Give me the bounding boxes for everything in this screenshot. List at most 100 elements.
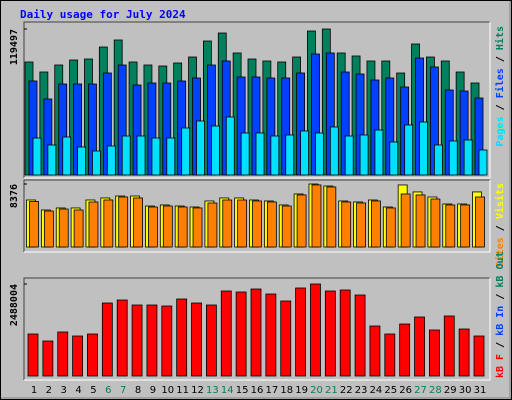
bar: [220, 290, 232, 377]
bar: [166, 137, 176, 176]
bar: [359, 134, 369, 176]
x-tick-label: 24: [370, 385, 383, 396]
bar: [428, 329, 440, 377]
bar: [32, 137, 42, 176]
bar: [196, 120, 205, 176]
bar: [43, 210, 54, 248]
bar: [400, 193, 411, 248]
bar: [106, 145, 116, 176]
legend-separator: /: [495, 225, 506, 231]
bar: [389, 141, 399, 176]
bar: [151, 137, 161, 176]
bar: [181, 127, 191, 176]
x-tick-label: 26: [399, 385, 412, 396]
x-tick-label: 18: [280, 385, 293, 396]
legend-entry: Hits: [494, 26, 506, 50]
bar: [315, 132, 324, 176]
bar: [62, 136, 72, 176]
bar: [133, 197, 143, 248]
bar: [324, 290, 336, 377]
legend-entry: kB In: [495, 306, 506, 336]
y-tick-label: 8376: [9, 184, 20, 208]
x-tick-label: 22: [340, 385, 353, 396]
x-tick-label: 9: [150, 385, 156, 396]
bar: [87, 333, 98, 377]
bar: [281, 205, 292, 248]
x-tick-label: 29: [444, 385, 457, 396]
bar: [57, 331, 69, 377]
legend-separator: /: [495, 294, 506, 300]
panel-bevel: [23, 179, 490, 252]
bar: [29, 201, 39, 248]
x-tick-label: 17: [265, 385, 278, 396]
panel-bevel: [24, 22, 491, 179]
bar: [72, 335, 83, 377]
bar: [404, 124, 414, 176]
legend: kB F / kB In / kB Out: [495, 251, 506, 378]
bar: [463, 139, 473, 176]
bar: [237, 199, 248, 248]
bar: [162, 205, 173, 248]
bar: [136, 135, 146, 176]
bar: [369, 325, 381, 377]
bar: [433, 144, 443, 176]
legend-entry: Sites: [494, 237, 506, 267]
bar: [310, 283, 321, 377]
bar: [460, 204, 471, 248]
x-tick-label: 31: [474, 385, 487, 396]
bar: [295, 287, 307, 377]
bar: [414, 316, 425, 377]
x-tick-label: 27: [414, 385, 427, 396]
bar: [116, 299, 128, 377]
bar: [235, 291, 247, 377]
legend-entry: kB F: [495, 354, 506, 378]
bar: [255, 132, 265, 176]
bar: [270, 135, 280, 176]
bar: [385, 207, 396, 248]
bar: [458, 328, 470, 377]
bar: [280, 300, 292, 377]
x-tick-label: 16: [251, 385, 264, 396]
bar: [296, 194, 307, 248]
bar: [354, 294, 366, 377]
x-tick-label: 3: [61, 385, 67, 396]
bar: [73, 209, 84, 248]
bar: [121, 135, 131, 176]
chart-title: Daily usage for July 2024: [20, 8, 186, 21]
legend-separator: /: [495, 342, 506, 348]
legend: Pages / Files / Hits: [494, 26, 506, 147]
bar: [103, 199, 114, 248]
bar: [443, 315, 455, 377]
x-tick-label: 1: [31, 385, 37, 396]
x-tick-label: 4: [75, 385, 81, 396]
bar: [225, 116, 235, 176]
legend-entry: Visits: [494, 183, 506, 219]
x-tick-label: 15: [236, 385, 249, 396]
x-tick-label: 21: [325, 385, 338, 396]
bar: [371, 200, 381, 248]
panel-bevel: [24, 180, 491, 253]
bar: [176, 298, 188, 377]
bar: [177, 206, 188, 248]
bar: [131, 304, 143, 377]
panel-bevel: [23, 21, 490, 178]
bar: [47, 144, 57, 176]
x-tick-label: 28: [429, 385, 442, 396]
panel-bevel: [24, 278, 491, 381]
x-tick-label: 5: [90, 385, 96, 396]
x-tick-label: 30: [459, 385, 472, 396]
bar: [250, 288, 262, 377]
bar: [146, 304, 158, 377]
bar: [374, 129, 384, 176]
y-tick-label: 119497: [9, 29, 20, 65]
bar: [92, 150, 101, 176]
bar: [448, 140, 458, 176]
bar: [300, 130, 310, 176]
bar: [430, 198, 441, 248]
bar: [475, 196, 485, 248]
bar: [285, 134, 295, 176]
bar: [419, 121, 428, 176]
x-tick-label: 2: [46, 385, 52, 396]
bar: [148, 206, 158, 248]
